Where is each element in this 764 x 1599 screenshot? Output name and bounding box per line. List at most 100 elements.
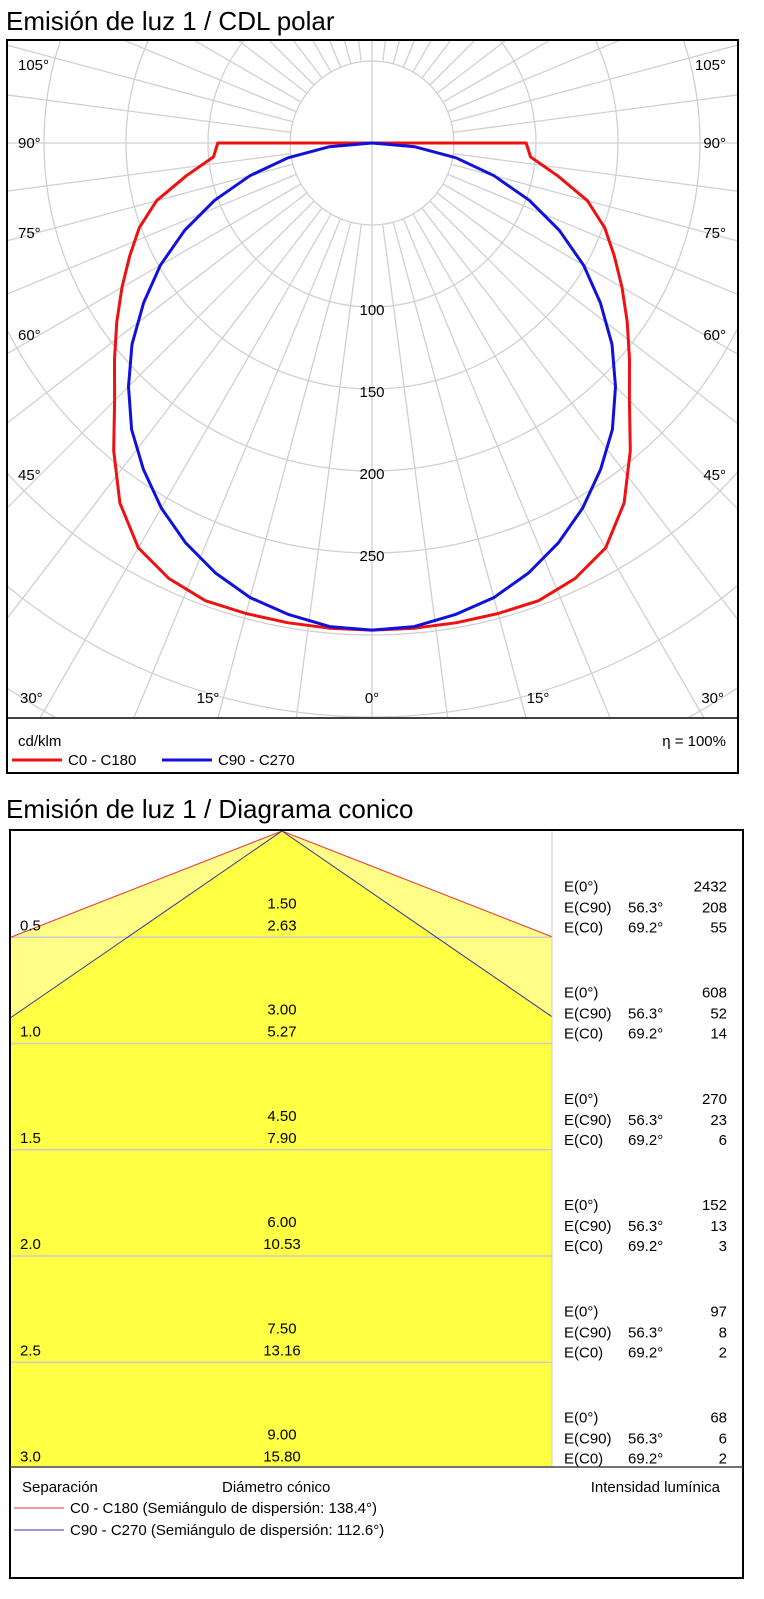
row-diameter-c90: 1.50 xyxy=(267,895,296,912)
angle-label-30-left: 30° xyxy=(20,690,43,707)
footer-separation: Separación xyxy=(22,1479,98,1496)
angle-label-90-left: 90° xyxy=(18,135,41,152)
e0-value: 68 xyxy=(710,1410,727,1427)
ec0-angle: 69.2° xyxy=(628,1451,663,1468)
angle-label-105-left: 105° xyxy=(18,57,49,74)
row-diameter-c0: 13.16 xyxy=(263,1342,301,1359)
e90-value: 8 xyxy=(719,1324,727,1341)
e0-value: 608 xyxy=(702,985,727,1002)
grid-spoke xyxy=(447,173,737,295)
angle-label-105-right: 105° xyxy=(695,57,726,74)
e0-value: 270 xyxy=(702,1091,727,1108)
grid-spoke xyxy=(421,207,737,620)
polar-radial-labels: 100 150 200 250 xyxy=(359,302,384,565)
ec0-value: 2 xyxy=(719,1451,727,1468)
cone-row: 0.5 1.50 2.63 E(0°) 2432 E(C90) 56.3° 208 E(C0) 6… xyxy=(20,878,727,936)
grid-spoke xyxy=(8,207,323,619)
e90-label: E(C90) xyxy=(564,1324,612,1341)
cone-title: Emisión de luz 1 / Diagrama conico xyxy=(6,794,414,824)
grid-spoke xyxy=(8,173,297,295)
e0-label: E(0°) xyxy=(564,878,598,895)
ec0-label: E(C0) xyxy=(564,1344,603,1361)
grid-spoke xyxy=(429,200,737,509)
ec0-angle: 69.2° xyxy=(628,1132,663,1149)
grid-spoke xyxy=(442,183,737,355)
row-height: 3.0 xyxy=(20,1449,41,1466)
cone-fills xyxy=(11,831,552,1466)
cone-row: 2.0 6.00 10.53 E(0°) 152 E(C90) 56.3° 13 E(C0) 69… xyxy=(20,1197,727,1255)
e90-angle: 56.3° xyxy=(628,1006,663,1023)
grid-spoke xyxy=(8,192,308,424)
e0-value: 152 xyxy=(702,1197,727,1214)
e90-value: 6 xyxy=(719,1431,727,1448)
grid-spoke xyxy=(453,94,737,133)
cone-row: 2.5 7.50 13.16 E(0°) 97 E(C90) 56.3° 8 E(C0) 69.2… xyxy=(20,1303,727,1361)
angle-label-60-right: 60° xyxy=(703,327,726,344)
angle-label-75-right: 75° xyxy=(703,225,726,242)
angle-label-45-right: 45° xyxy=(703,467,726,484)
e90-angle: 56.3° xyxy=(628,1112,663,1129)
grid-spoke xyxy=(451,44,737,123)
e90-value: 23 xyxy=(710,1112,727,1129)
angle-label-15-right: 15° xyxy=(527,690,550,707)
ec0-value: 3 xyxy=(719,1238,727,1255)
row-diameter-c0: 7.90 xyxy=(267,1130,296,1147)
grid-spoke xyxy=(8,200,315,508)
polar-grid xyxy=(8,41,737,717)
row-diameter-c90: 6.00 xyxy=(267,1214,296,1231)
cone-row: 1.0 3.00 5.27 E(0°) 608 E(C90) 56.3° 52 E(C0) 69.… xyxy=(20,985,727,1043)
grid-spoke xyxy=(295,224,362,717)
radial-label-150: 150 xyxy=(359,384,384,401)
ec0-angle: 69.2° xyxy=(628,1026,663,1043)
ec0-angle: 69.2° xyxy=(628,919,663,936)
ec0-label: E(C0) xyxy=(564,1132,603,1149)
ec0-label: E(C0) xyxy=(564,1238,603,1255)
angle-label-60-left: 60° xyxy=(18,327,41,344)
grid-spoke xyxy=(382,224,449,717)
grid-spoke xyxy=(447,41,620,113)
e0-label: E(0°) xyxy=(564,1303,598,1320)
e90-value: 52 xyxy=(710,1006,727,1023)
footer-diameter: Diámetro cónico xyxy=(222,1479,330,1496)
e90-label: E(C90) xyxy=(564,1112,612,1129)
row-diameter-c90: 4.50 xyxy=(267,1108,296,1125)
ec0-value: 55 xyxy=(710,919,727,936)
grid-spoke xyxy=(8,153,291,192)
row-diameter-c0: 10.53 xyxy=(263,1236,301,1253)
row-height: 2.0 xyxy=(20,1236,41,1253)
row-diameter-c0: 2.63 xyxy=(267,917,296,934)
e0-label: E(0°) xyxy=(564,985,598,1002)
e90-angle: 56.3° xyxy=(628,1431,663,1448)
row-diameter-c0: 15.80 xyxy=(263,1449,301,1466)
grid-spoke xyxy=(8,183,302,354)
ec0-label: E(C0) xyxy=(564,919,603,936)
radial-label-200: 200 xyxy=(359,466,384,483)
ec0-value: 14 xyxy=(710,1026,727,1043)
polar-efficiency: η = 100% xyxy=(662,733,726,750)
angle-label-30-right: 30° xyxy=(701,690,724,707)
ec0-angle: 69.2° xyxy=(628,1344,663,1361)
polar-unit-label: cd/klm xyxy=(18,733,61,750)
e0-label: E(0°) xyxy=(564,1091,598,1108)
curve-c90-c270 xyxy=(127,141,617,632)
grid-spoke xyxy=(8,44,293,123)
e90-label: E(C90) xyxy=(564,1006,612,1023)
row-diameter-c90: 7.50 xyxy=(267,1320,296,1337)
e0-label: E(0°) xyxy=(564,1410,598,1427)
grid-spoke xyxy=(412,213,705,717)
footer-intensity: Intensidad lumínica xyxy=(591,1479,721,1496)
angle-label-15-left: 15° xyxy=(197,690,220,707)
cone-legend-c0: C0 - C180 (Semiángulo de dispersión: 138… xyxy=(70,1500,377,1517)
radial-label-250: 250 xyxy=(359,548,384,565)
grid-spoke xyxy=(392,222,527,717)
grid-spoke xyxy=(133,218,342,717)
row-height: 0.5 xyxy=(20,917,41,934)
radial-label-100: 100 xyxy=(359,302,384,319)
cone-c90-fill xyxy=(11,831,552,1466)
angle-label-45-left: 45° xyxy=(18,467,41,484)
ec0-label: E(C0) xyxy=(564,1026,603,1043)
e0-value: 97 xyxy=(710,1303,727,1320)
ec0-value: 6 xyxy=(719,1132,727,1149)
legend-label-c0: C0 - C180 xyxy=(68,752,136,769)
